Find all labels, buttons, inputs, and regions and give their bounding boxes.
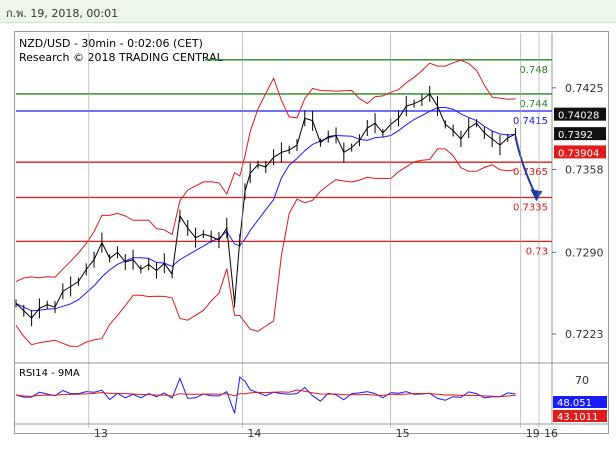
y-tick-label: 0.7358 <box>565 163 604 176</box>
bollinger-bands <box>15 59 516 347</box>
rsi-ma-tag-bg <box>553 410 607 422</box>
lower-band <box>15 148 516 347</box>
rsi-ma-line <box>15 389 516 398</box>
rsi-value-tag-bg <box>553 396 607 408</box>
x-tick-label: 19 <box>526 427 540 440</box>
level-label: 0.7415 <box>513 116 548 127</box>
rsi-series <box>15 376 516 414</box>
price-tag: 0.74028 <box>558 111 599 122</box>
price-series <box>15 85 517 327</box>
x-tick-label: 15 <box>396 427 410 440</box>
price-tags: 0.74028 0.7392 0.73904 <box>554 107 606 159</box>
chart-frame <box>14 31 609 434</box>
price-tag-bg <box>554 127 606 141</box>
timestamp-bar: ก.พ. 19, 2018, 00:01 <box>0 0 616 23</box>
x-tick-label: 16 <box>544 427 558 440</box>
y-tick-label: 0.7425 <box>565 82 604 95</box>
chart-title: NZD/USD - 30min - 0:02:06 (CET) <box>19 37 203 50</box>
rsi-value-tag: 48.051 <box>557 398 592 409</box>
y-tick-label: 0.7223 <box>565 328 604 341</box>
level-label: 0.7365 <box>513 167 548 178</box>
rsi-tick-70: 70 <box>575 374 589 387</box>
x-axis-ticks: 13 14 15 16 19 <box>88 33 558 440</box>
arrow-head <box>530 189 543 202</box>
moving-average <box>15 107 516 312</box>
price-line <box>15 93 516 319</box>
timestamp: ก.พ. 19, 2018, 00:01 <box>6 7 119 20</box>
rsi-ma-tag: 43.1011 <box>557 412 598 423</box>
x-tick-label: 14 <box>247 427 261 440</box>
y-axis-ticks: 0.7425 0.7358 0.7290 0.7223 <box>552 82 604 341</box>
price-tag-bg <box>554 107 606 121</box>
y-tick-label: 0.7290 <box>565 246 604 259</box>
level-label: 0.748 <box>519 65 548 76</box>
ma-line <box>15 107 516 312</box>
chart-subtitle: Research © 2018 TRADING CENTRAL <box>19 51 224 64</box>
price-tag: 0.7392 <box>558 130 593 141</box>
level-label: 0.744 <box>519 99 548 110</box>
rsi-label: RSI14 - 9MA <box>19 368 80 379</box>
x-tick-label: 13 <box>94 427 108 440</box>
rsi-line <box>15 376 516 414</box>
price-tag: 0.73904 <box>558 148 599 159</box>
level-label: 0.73 <box>526 246 548 257</box>
price-tag-bg <box>554 145 606 159</box>
forecast-arrow <box>514 136 543 202</box>
upper-band <box>15 59 516 283</box>
level-label: 0.7335 <box>513 203 548 214</box>
